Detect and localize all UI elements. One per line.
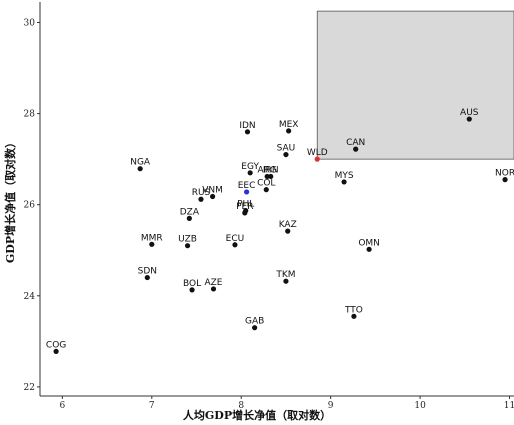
point-eec <box>243 189 250 195</box>
point-label-col: COL <box>257 179 275 189</box>
point-idn <box>244 129 251 135</box>
point-nor <box>502 177 508 183</box>
point-label-tto: TTO <box>344 305 363 315</box>
y-tick-label: 22 <box>24 383 35 393</box>
point-cog <box>53 348 59 354</box>
point-label-vnm: VNM <box>202 185 223 195</box>
y-tick-label: 28 <box>24 110 36 120</box>
point-label-rus: RUS <box>192 188 211 198</box>
point-label-tkm: TKM <box>275 270 295 280</box>
axes: 6 7 8 9 10 11 22 24 26 28 30 <box>24 2 514 411</box>
point-label-aus: AUS <box>460 108 479 118</box>
point-label-gab: GAB <box>245 317 264 327</box>
point-label-bol: BOL <box>183 279 201 289</box>
point-mmr <box>149 241 155 247</box>
point-label-egy: EGY <box>241 162 259 172</box>
point-tto <box>351 313 357 319</box>
point-label-omn: OMN <box>358 238 380 248</box>
point-ecu <box>232 242 238 248</box>
point-label-idn: IDN <box>239 121 255 131</box>
point-gab <box>252 325 258 331</box>
point-wld <box>314 156 320 162</box>
point-mys <box>341 179 347 185</box>
point-vnm <box>210 193 216 200</box>
point-nga <box>137 166 143 172</box>
point-irn <box>268 173 274 180</box>
x-tick-label: 10 <box>414 401 426 411</box>
point-can <box>353 146 359 152</box>
highlight-rect <box>316 10 514 160</box>
point-label-kaz: KAZ <box>279 220 297 230</box>
x-axis-title: 人均GDP增长净值（取对数） <box>183 408 331 422</box>
point-arg <box>264 173 270 180</box>
point-label-ecu: ECU <box>226 234 245 244</box>
point-label-mmr: MMR <box>141 233 163 243</box>
point-aze <box>210 286 217 292</box>
point-kaz <box>285 228 291 234</box>
x-tick-label: 8 <box>238 401 244 411</box>
point-uzb <box>184 243 191 249</box>
point-label-nor: NOR <box>495 169 514 179</box>
point-dza <box>186 215 192 221</box>
point-sau <box>283 151 289 158</box>
point-label-nga: NGA <box>130 158 151 168</box>
point-label-per: PER <box>236 202 253 212</box>
point-label-phl: PHL <box>237 200 254 210</box>
y-tick-label: 30 <box>24 18 36 28</box>
point-rus <box>198 196 204 202</box>
point-omn <box>366 246 372 252</box>
point-aus <box>466 116 472 122</box>
x-tick-label: 9 <box>328 401 334 411</box>
highlight-region <box>316 10 514 160</box>
point-label-can: CAN <box>346 138 365 148</box>
point-mex <box>286 128 292 134</box>
x-tick-label: 11 <box>504 401 514 411</box>
point-col <box>263 187 269 193</box>
point-label-irn: IRN <box>263 165 279 175</box>
y-axis-title: GDP增长净值（取对数） <box>3 137 17 263</box>
point-label-dza: DZA <box>180 207 200 217</box>
point-phl <box>243 208 249 214</box>
x-tick-label: 6 <box>59 401 65 411</box>
x-tick-label: 7 <box>149 401 155 411</box>
point-bol <box>189 287 195 293</box>
point-label-sdn: SDN <box>138 267 157 277</box>
point-label-cog: COG <box>46 340 66 350</box>
point-label-mex: MEX <box>279 120 299 130</box>
point-label-mys: MYS <box>335 171 354 181</box>
point-label-wld: WLD <box>307 148 328 158</box>
y-tick-label: 24 <box>24 292 36 302</box>
y-tick-label: 26 <box>24 201 36 211</box>
point-label-aze: AZE <box>204 278 222 288</box>
data-points <box>53 116 508 354</box>
point-label-sau: SAU <box>277 144 296 154</box>
point-label-arg: ARG <box>257 165 276 175</box>
point-label-uzb: UZB <box>178 235 197 245</box>
point-label-eec: EEC <box>238 181 256 191</box>
point-sdn <box>144 274 150 281</box>
point-tkm <box>283 278 289 284</box>
point-egy <box>247 170 253 176</box>
